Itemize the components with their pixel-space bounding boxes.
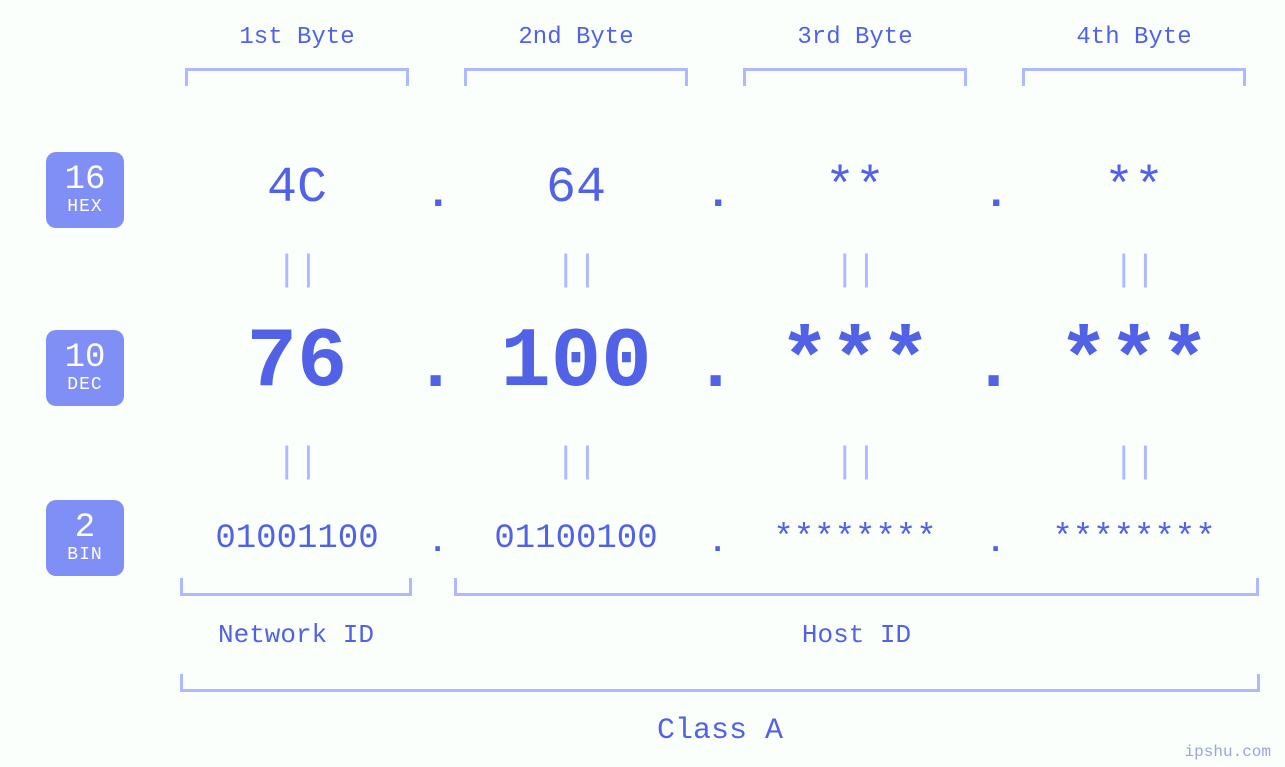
byte-label-4: 4th Byte <box>1004 24 1264 51</box>
dec-val-3: *** <box>725 316 985 411</box>
bin-val-3: ******** <box>725 520 985 558</box>
badge-bin: 2 BIN <box>46 500 124 576</box>
badge-bin-name: BIN <box>67 546 102 565</box>
bin-dot-1: . <box>428 524 447 561</box>
byte-bracket-3 <box>743 68 967 86</box>
hex-val-3: ** <box>725 160 985 217</box>
hex-dot-2: . <box>705 170 731 220</box>
network-id-label: Network ID <box>180 620 412 650</box>
watermark: ipshu.com <box>1185 743 1271 761</box>
dec-val-1: 76 <box>167 316 427 411</box>
byte-label-1: 1st Byte <box>167 24 427 51</box>
ip-bytes-diagram: 1st Byte 2nd Byte 3rd Byte 4th Byte 16 H… <box>0 0 1285 767</box>
network-bracket <box>180 578 412 596</box>
badge-hex: 16 HEX <box>46 152 124 228</box>
dec-dot-1: . <box>414 326 457 408</box>
bin-val-1: 01001100 <box>167 520 427 558</box>
hex-val-1: 4C <box>167 160 427 217</box>
dec-dot-3: . <box>972 326 1015 408</box>
hex-dot-1: . <box>425 170 451 220</box>
badge-dec-num: 10 <box>65 341 106 377</box>
hex-val-2: 64 <box>446 160 706 217</box>
eq-hex-dec-1: || <box>276 250 316 291</box>
dec-val-4: *** <box>1004 316 1264 411</box>
dec-val-2: 100 <box>446 316 706 411</box>
host-bracket <box>454 578 1259 596</box>
byte-bracket-2 <box>464 68 688 86</box>
byte-bracket-4 <box>1022 68 1246 86</box>
badge-bin-num: 2 <box>75 511 95 547</box>
byte-label-2: 2nd Byte <box>446 24 706 51</box>
dec-dot-2: . <box>694 326 737 408</box>
eq-dec-bin-2: || <box>555 442 595 483</box>
eq-dec-bin-1: || <box>276 442 316 483</box>
badge-hex-num: 16 <box>65 163 106 199</box>
eq-hex-dec-2: || <box>555 250 595 291</box>
byte-label-1-text: 1st Byte <box>239 24 354 51</box>
hex-val-4: ** <box>1004 160 1264 217</box>
host-id-label: Host ID <box>454 620 1259 650</box>
hex-dot-3: . <box>983 170 1009 220</box>
byte-label-2-text: 2nd Byte <box>518 24 633 51</box>
byte-label-3: 3rd Byte <box>725 24 985 51</box>
bin-val-2: 01100100 <box>446 520 706 558</box>
class-bracket <box>180 674 1260 692</box>
badge-hex-name: HEX <box>67 198 102 217</box>
byte-bracket-1 <box>185 68 409 86</box>
eq-hex-dec-4: || <box>1113 250 1153 291</box>
badge-dec: 10 DEC <box>46 330 124 406</box>
eq-dec-bin-4: || <box>1113 442 1153 483</box>
class-label: Class A <box>180 714 1260 748</box>
bin-val-4: ******** <box>1004 520 1264 558</box>
byte-label-4-text: 4th Byte <box>1076 24 1191 51</box>
eq-dec-bin-3: || <box>834 442 874 483</box>
bin-dot-3: . <box>986 524 1005 561</box>
eq-hex-dec-3: || <box>834 250 874 291</box>
badge-dec-name: DEC <box>67 376 102 395</box>
bin-dot-2: . <box>708 524 727 561</box>
byte-label-3-text: 3rd Byte <box>797 24 912 51</box>
